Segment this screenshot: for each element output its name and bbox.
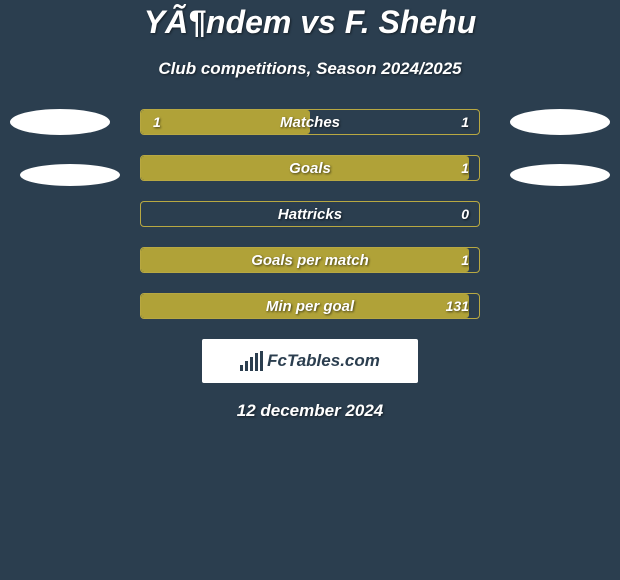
stat-label: Hattricks [141,202,479,226]
main-container: YÃ¶ndem vs F. Shehu Club competitions, S… [0,0,620,421]
stat-row-hattricks: Hattricks 0 [140,201,480,227]
stat-label: Goals [141,156,479,180]
stat-val-right: 131 [446,294,469,318]
logo-content: FcTables.com [240,351,380,371]
player-left-avatar-2 [20,164,120,186]
stat-row-matches: 1 Matches 1 [140,109,480,135]
date-text: 12 december 2024 [0,401,620,421]
player-right-avatar-2 [510,164,610,186]
stat-rows: 1 Matches 1 Goals 1 Hattricks 0 Goals pe… [140,109,480,319]
player-left-avatar-1 [10,109,110,135]
stat-val-right: 0 [461,202,469,226]
subtitle: Club competitions, Season 2024/2025 [0,59,620,79]
bars-icon [240,351,263,371]
stat-row-goals: Goals 1 [140,155,480,181]
stat-label: Min per goal [141,294,479,318]
page-title: YÃ¶ndem vs F. Shehu [0,4,620,41]
stat-val-right: 1 [461,248,469,272]
stats-section: 1 Matches 1 Goals 1 Hattricks 0 Goals pe… [0,109,620,319]
stat-val-right: 1 [461,156,469,180]
player-right-avatar-1 [510,109,610,135]
stat-row-goals-per-match: Goals per match 1 [140,247,480,273]
fctables-logo[interactable]: FcTables.com [202,339,418,383]
stat-val-right: 1 [461,110,469,134]
logo-text: FcTables.com [267,351,380,371]
stat-label: Goals per match [141,248,479,272]
stat-label: Matches [141,110,479,134]
stat-row-min-per-goal: Min per goal 131 [140,293,480,319]
